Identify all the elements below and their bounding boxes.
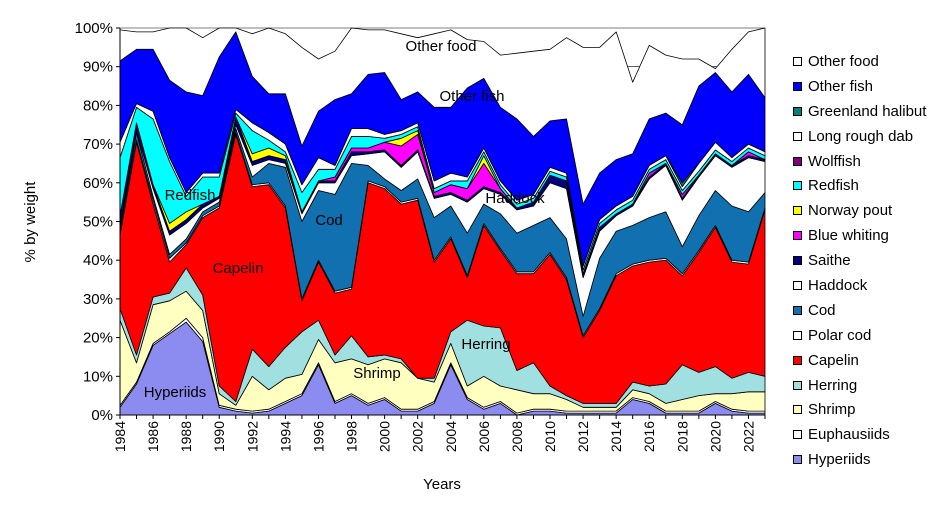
- x-tick-label: 2010: [542, 421, 558, 452]
- legend-label: Saithe: [808, 252, 851, 270]
- area-other-food: [119, 27, 766, 205]
- x-tick-label: 2000: [377, 421, 393, 452]
- x-tick-label: 2002: [410, 421, 426, 452]
- x-tick-label: 2016: [641, 421, 657, 452]
- legend-item-wolffish: Wolffish: [793, 149, 926, 174]
- legend-item-cod: Cod: [793, 298, 926, 323]
- legend-swatch: [793, 56, 802, 66]
- annotation-other-food: Other food: [406, 38, 477, 55]
- legend-label: Capelin: [808, 351, 859, 369]
- annotation-hyperiids: Hyperiids: [144, 384, 207, 401]
- legend-label: Euphausiids: [808, 426, 890, 444]
- legend-item-capelin: Capelin: [793, 348, 926, 373]
- annotation-capelin: Capelin: [213, 260, 264, 277]
- chart-axes: 0% 10% 20% 30% 40% 50% 60% 70% 80% 90% 100% 1984 198…: [75, 20, 766, 452]
- legend-label: Other fish: [808, 77, 874, 95]
- annotation-redfish: Redfish: [165, 187, 216, 204]
- legend-swatch: [793, 206, 802, 216]
- legend-label: Norway pout: [808, 202, 893, 220]
- x-tick-label: 2020: [707, 421, 723, 452]
- x-tick-label: 1984: [112, 421, 128, 452]
- legend-label: Polar cod: [808, 326, 872, 344]
- legend-swatch: [793, 455, 802, 465]
- legend-swatch: [793, 405, 802, 415]
- y-tick-label: 40%: [83, 252, 113, 269]
- y-tick-label: 20%: [83, 330, 113, 347]
- x-tick-label: 2004: [443, 421, 459, 452]
- annotation-group: Other food Other fish Redfish Haddock Cod Cap…: [144, 38, 545, 401]
- y-tick-label: 60%: [83, 175, 113, 192]
- y-tick-label: 30%: [83, 291, 113, 308]
- y-tick-label: 90%: [83, 59, 113, 76]
- legend-item-greenland-halibut: Greenland halibut: [793, 99, 926, 124]
- y-tick-label: 10%: [83, 368, 113, 385]
- legend-item-polar-cod: Polar cod: [793, 323, 926, 348]
- legend-item-saithe: Saithe: [793, 248, 926, 273]
- y-tick-label: 80%: [83, 97, 113, 114]
- legend-item-other-food: Other food: [793, 49, 926, 74]
- legend-swatch: [793, 280, 802, 290]
- legend-item-hyperiids: Hyperiids: [793, 447, 926, 472]
- legend-item-herring: Herring: [793, 373, 926, 398]
- x-tick-label: 2006: [476, 421, 492, 452]
- annotation-other-fish: Other fish: [439, 88, 504, 105]
- legend-label: Haddock: [808, 276, 868, 294]
- x-tick-label: 2022: [740, 421, 756, 452]
- chart-legend: Other food Other fish Greenland halibut Lon…: [793, 49, 926, 472]
- legend-swatch: [793, 156, 802, 166]
- legend-label: Wolffish: [808, 152, 861, 170]
- y-tick-label: 70%: [83, 136, 113, 153]
- legend-label: Hyperiids: [808, 451, 871, 469]
- x-tick-label: 1988: [178, 421, 194, 452]
- x-tick-label: 1986: [145, 421, 161, 452]
- legend-swatch: [793, 81, 802, 91]
- x-tick-label: 1990: [211, 421, 227, 452]
- y-tick-label: 100%: [75, 20, 113, 37]
- y-tick-label: 50%: [83, 214, 113, 231]
- x-tick-label: 1998: [344, 421, 360, 452]
- x-tick-label: 1992: [244, 421, 260, 452]
- legend-item-norway-pout: Norway pout: [793, 198, 926, 223]
- x-tick-label: 2012: [575, 421, 591, 452]
- annotation-shrimp: Shrimp: [353, 365, 401, 382]
- legend-item-haddock: Haddock: [793, 273, 926, 298]
- legend-swatch: [793, 305, 802, 315]
- y-tick-label: 0%: [91, 407, 113, 424]
- legend-label: Shrimp: [808, 401, 856, 419]
- legend-swatch: [793, 330, 802, 340]
- legend-item-blue-whiting: Blue whiting: [793, 223, 926, 248]
- legend-item-redfish: Redfish: [793, 173, 926, 198]
- legend-swatch: [793, 430, 802, 440]
- annotation-haddock: Haddock: [485, 190, 545, 207]
- legend-label: Long rough dab: [808, 127, 914, 145]
- legend-label: Other food: [808, 52, 879, 70]
- legend-swatch: [793, 355, 802, 365]
- legend-swatch: [793, 256, 802, 266]
- x-tick-label: 2008: [509, 421, 525, 452]
- area-series-group: [119, 27, 766, 416]
- annotation-herring: Herring: [461, 336, 510, 353]
- annotation-cod: Cod: [315, 212, 343, 229]
- x-tick-label: 1994: [277, 421, 293, 452]
- legend-item-long-rough-dab: Long rough dab: [793, 124, 926, 149]
- legend-label: Blue whiting: [808, 227, 889, 245]
- x-axis-label: Years: [423, 476, 461, 493]
- legend-item-euphausiids: Euphausiids: [793, 422, 926, 447]
- legend-item-shrimp: Shrimp: [793, 397, 926, 422]
- legend-swatch: [793, 106, 802, 116]
- legend-label: Greenland halibut: [808, 102, 927, 120]
- legend-swatch: [793, 181, 802, 191]
- legend-label: Redfish: [808, 177, 859, 195]
- legend-item-other-fish: Other fish: [793, 74, 926, 99]
- legend-label: Cod: [808, 301, 836, 319]
- x-tick-label: 2014: [608, 421, 624, 452]
- x-tick-label: 1996: [310, 421, 326, 452]
- legend-swatch: [793, 231, 802, 241]
- y-axis-label: % by weight: [22, 181, 39, 263]
- legend-label: Herring: [808, 376, 858, 394]
- legend-swatch: [793, 380, 802, 390]
- legend-swatch: [793, 131, 802, 141]
- x-tick-label: 2018: [674, 421, 690, 452]
